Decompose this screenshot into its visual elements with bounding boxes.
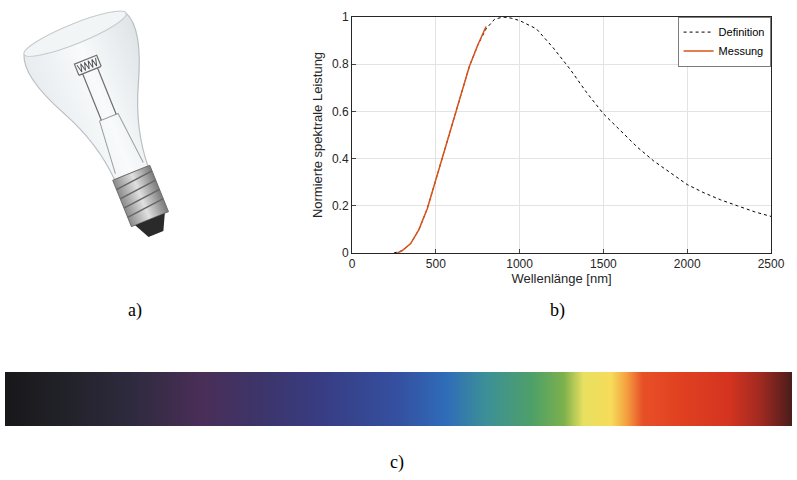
- svg-text:Messung: Messung: [719, 45, 764, 57]
- svg-text:2500: 2500: [758, 257, 785, 271]
- svg-text:0.8: 0.8: [332, 57, 349, 71]
- html-text:c): c): [390, 452, 404, 472]
- svg-text:1000: 1000: [506, 257, 533, 271]
- svg-text:Wellenlänge [nm]: Wellenlänge [nm]: [511, 271, 611, 286]
- svg-text:0.2: 0.2: [332, 199, 349, 213]
- html-text:b): b): [550, 300, 565, 320]
- svg-text:0.4: 0.4: [332, 152, 349, 166]
- svg-text:2000: 2000: [674, 257, 701, 271]
- svg-text:0: 0: [342, 246, 349, 260]
- svg-text:Definition: Definition: [719, 26, 765, 38]
- svg-text:0: 0: [349, 257, 356, 271]
- svg-text:0.6: 0.6: [332, 105, 349, 119]
- html-text:a): a): [128, 300, 142, 320]
- svg-text:500: 500: [426, 257, 446, 271]
- svg-text:Normierte spektrale Leistung: Normierte spektrale Leistung: [310, 52, 325, 218]
- svg-text:1500: 1500: [590, 257, 617, 271]
- svg-text:1: 1: [342, 10, 349, 24]
